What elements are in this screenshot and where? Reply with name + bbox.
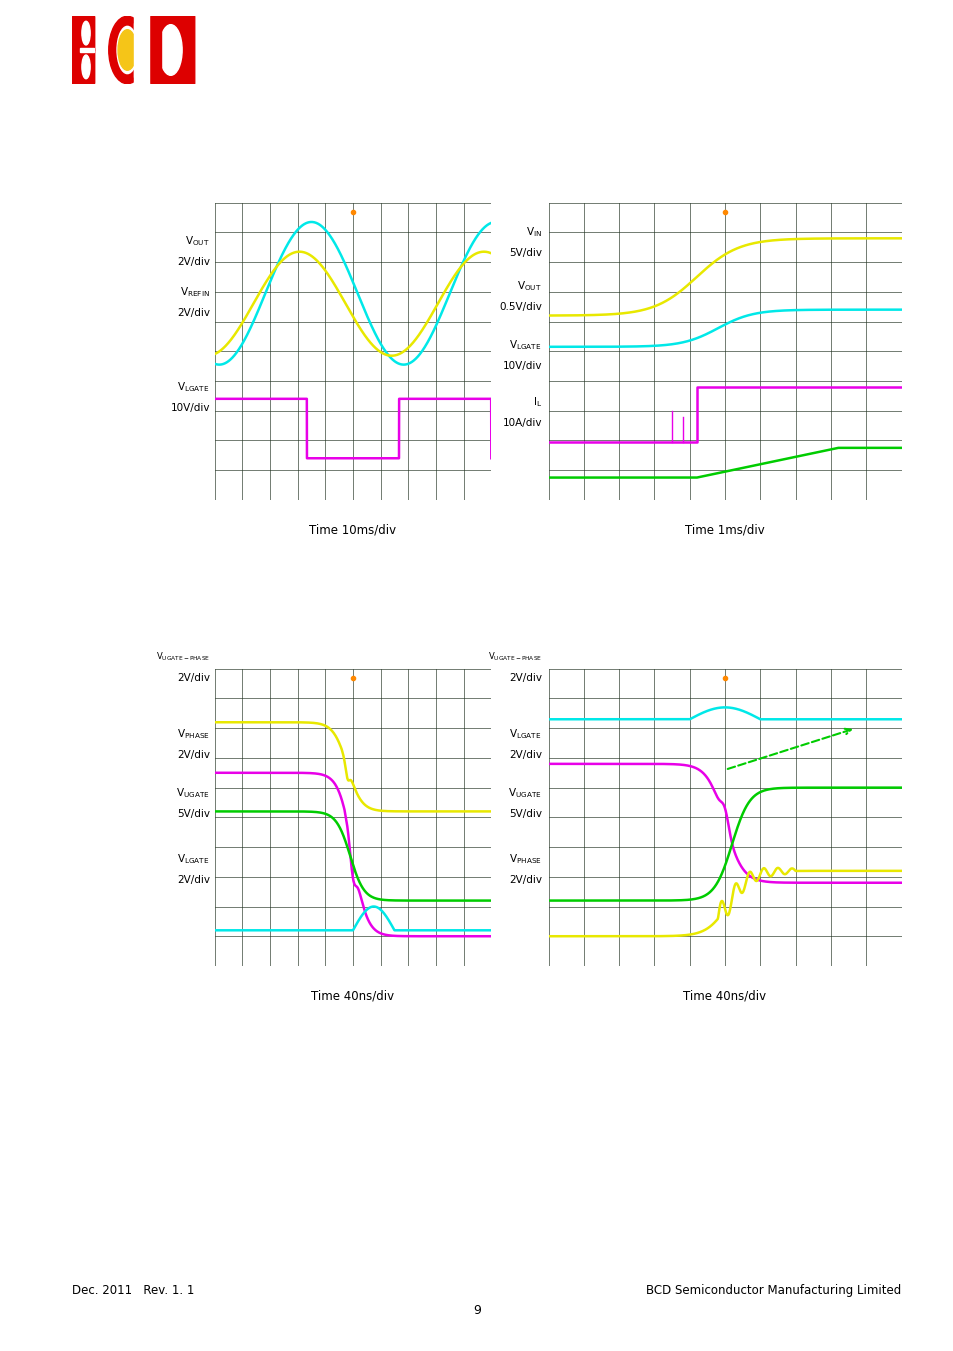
Text: V$_{\mathregular{PHASE}}$: V$_{\mathregular{PHASE}}$ (509, 852, 541, 866)
Text: Time 10ms/div: Time 10ms/div (309, 523, 396, 536)
Bar (133, 16, 154, 84)
Text: V$_{\mathregular{PHASE}}$: V$_{\mathregular{PHASE}}$ (177, 727, 210, 742)
Ellipse shape (117, 26, 137, 74)
Text: V$_{\mathregular{UGATE}}$: V$_{\mathregular{UGATE}}$ (176, 786, 210, 801)
Text: Time 40ns/div: Time 40ns/div (311, 989, 395, 1002)
Text: 0.5V/div: 0.5V/div (498, 301, 541, 312)
Text: V$_{\mathregular{OUT}}$: V$_{\mathregular{OUT}}$ (517, 278, 541, 293)
Text: V$_{\mathregular{LGATE}}$: V$_{\mathregular{LGATE}}$ (177, 852, 210, 866)
Text: 5V/div: 5V/div (508, 809, 541, 820)
Text: 2V/div: 2V/div (508, 750, 541, 761)
Text: I$_{\mathregular{L}}$: I$_{\mathregular{L}}$ (532, 394, 541, 409)
Text: 10V/div: 10V/div (171, 403, 210, 413)
Text: Time 40ns/div: Time 40ns/div (682, 989, 766, 1002)
Text: V$_{\mathregular{OUT}}$: V$_{\mathregular{OUT}}$ (185, 234, 210, 249)
Ellipse shape (82, 22, 90, 45)
FancyBboxPatch shape (77, 15, 94, 53)
Text: 2V/div: 2V/div (176, 257, 210, 267)
Text: V$_{\mathregular{REFIN}}$: V$_{\mathregular{REFIN}}$ (180, 285, 210, 299)
Text: 10V/div: 10V/div (502, 361, 541, 372)
Text: Typical Performance Characteristics (Continued): Typical Performance Characteristics (Con… (316, 100, 656, 113)
Text: 2V/div: 2V/div (176, 308, 210, 317)
Bar (133, 23, 146, 77)
Text: 5V/div: 5V/div (176, 809, 210, 820)
Bar (154, 16, 162, 84)
Bar (71, 16, 80, 84)
Text: V$_{\mathregular{UGATE}}$: V$_{\mathregular{UGATE}}$ (508, 786, 541, 801)
Text: Time 1ms/div: Time 1ms/div (684, 523, 764, 536)
Text: V$_{\mathregular{UGATE-PHASE}}$: V$_{\mathregular{UGATE-PHASE}}$ (487, 651, 541, 663)
Text: 2V/div: 2V/div (508, 673, 541, 682)
Text: V$_{\mathregular{IN}}$: V$_{\mathregular{IN}}$ (525, 226, 541, 239)
Ellipse shape (118, 30, 136, 70)
Bar (80, 47, 94, 53)
Text: V$_{\mathregular{LGATE}}$: V$_{\mathregular{LGATE}}$ (509, 338, 541, 353)
Text: 2V/div: 2V/div (176, 874, 210, 885)
Ellipse shape (109, 16, 146, 84)
Text: 2V/div: 2V/div (508, 874, 541, 885)
Text: 5V/div: 5V/div (508, 249, 541, 258)
Text: 2V/div: 2V/div (176, 673, 210, 682)
Bar (154, 20, 161, 81)
Text: V$_{\mathregular{LGATE}}$: V$_{\mathregular{LGATE}}$ (509, 727, 541, 742)
Text: BCD Semiconductor Manufacturing Limited: BCD Semiconductor Manufacturing Limited (645, 1283, 901, 1297)
FancyBboxPatch shape (77, 49, 94, 85)
FancyBboxPatch shape (151, 12, 194, 88)
Ellipse shape (82, 55, 90, 78)
Text: V$_{\mathregular{UGATE-PHASE}}$: V$_{\mathregular{UGATE-PHASE}}$ (155, 651, 210, 663)
Text: 10A/div: 10A/div (502, 417, 541, 428)
Text: V$_{\mathregular{LGATE}}$: V$_{\mathregular{LGATE}}$ (177, 380, 210, 394)
Text: 9: 9 (473, 1304, 480, 1317)
Text: 2V/div: 2V/div (176, 750, 210, 761)
Text: Dec. 2011   Rev. 1. 1: Dec. 2011 Rev. 1. 1 (71, 1283, 193, 1297)
Ellipse shape (159, 24, 182, 76)
